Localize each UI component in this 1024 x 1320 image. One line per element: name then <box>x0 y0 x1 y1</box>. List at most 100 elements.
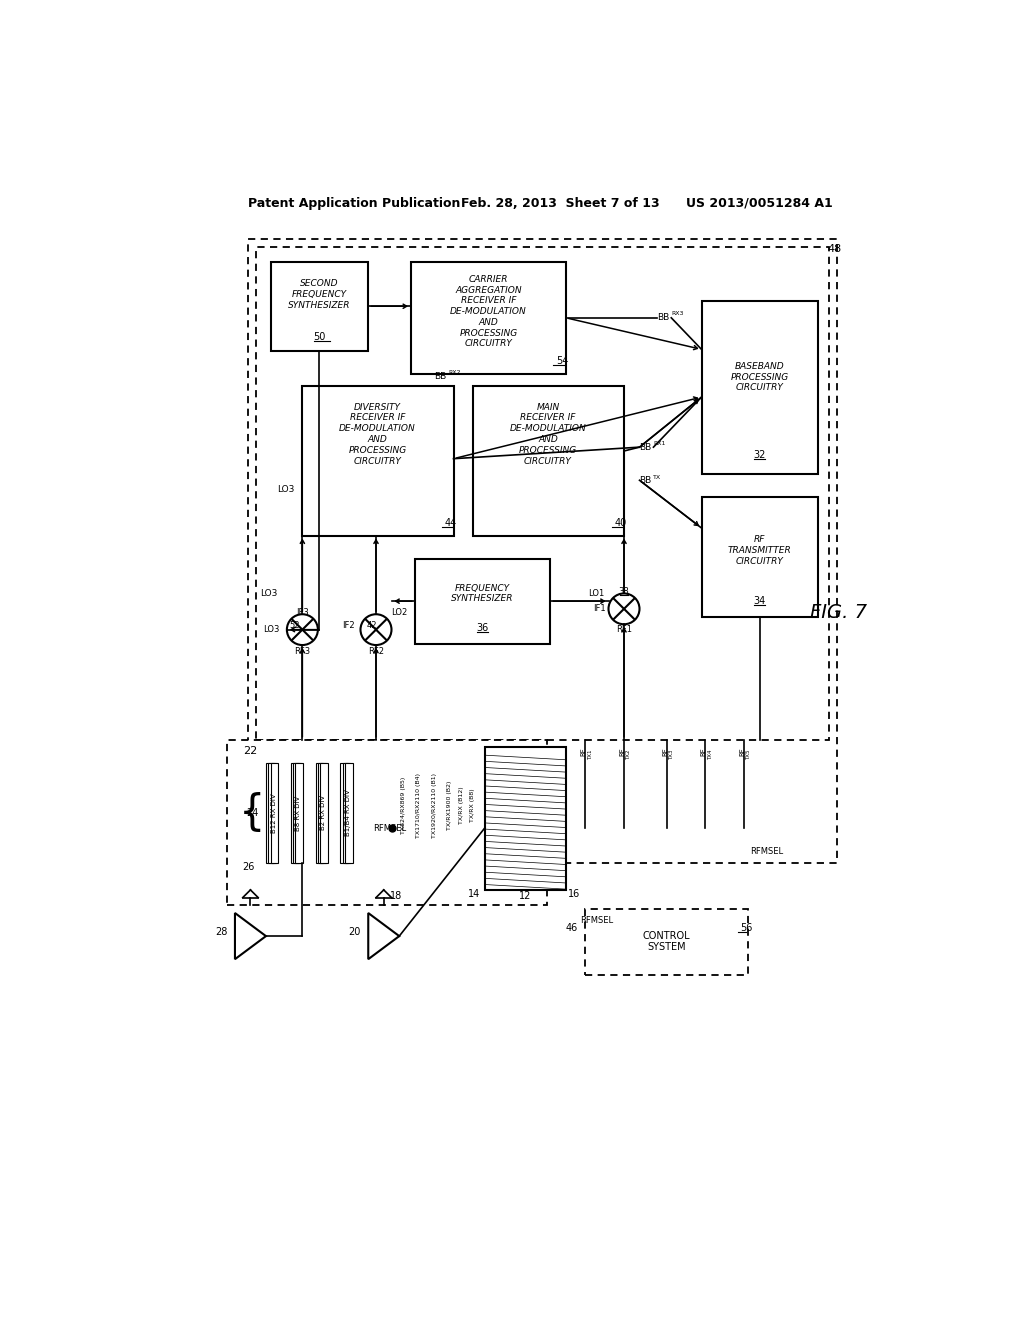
Bar <box>248 239 838 863</box>
Text: US 2013/0051284 A1: US 2013/0051284 A1 <box>686 197 833 210</box>
Text: FIG. 7: FIG. 7 <box>810 603 867 622</box>
Bar <box>266 763 273 863</box>
Text: TX5: TX5 <box>746 750 752 760</box>
Text: BB: BB <box>640 442 651 451</box>
Text: RF: RF <box>581 747 587 755</box>
Text: AND: AND <box>478 318 499 327</box>
Text: 48: 48 <box>827 244 842 255</box>
Text: BASEBAND: BASEBAND <box>735 362 784 371</box>
Text: TX1: TX1 <box>588 750 593 760</box>
Bar <box>343 763 350 863</box>
Text: RECEIVER IF: RECEIVER IF <box>520 413 575 422</box>
Bar <box>293 763 301 863</box>
Text: TX4: TX4 <box>708 750 713 760</box>
Text: RF3: RF3 <box>294 647 310 656</box>
Text: BB: BB <box>434 372 446 380</box>
Text: 56: 56 <box>740 924 753 933</box>
Text: RF2: RF2 <box>368 647 384 656</box>
Text: IF3: IF3 <box>296 609 309 618</box>
Text: CARRIER: CARRIER <box>469 275 508 284</box>
Text: TX/RX (B12): TX/RX (B12) <box>459 787 464 824</box>
Text: TX3: TX3 <box>669 750 674 760</box>
Text: 34: 34 <box>754 597 766 606</box>
Text: AND: AND <box>368 436 387 444</box>
Text: LO1: LO1 <box>589 589 604 598</box>
Text: 28: 28 <box>215 927 227 937</box>
Text: AGGREGATION: AGGREGATION <box>455 285 521 294</box>
Text: RX2: RX2 <box>449 370 461 375</box>
Text: SYNTHESIZER: SYNTHESIZER <box>288 301 350 310</box>
Text: 14: 14 <box>468 888 480 899</box>
Bar <box>484 747 566 890</box>
Text: MAIN: MAIN <box>537 403 560 412</box>
Text: 26: 26 <box>243 862 255 871</box>
Text: 42: 42 <box>367 622 377 630</box>
Text: TX1710/RX2110 (B4): TX1710/RX2110 (B4) <box>416 772 421 838</box>
Text: B2 RX DIV: B2 RX DIV <box>321 796 327 830</box>
Bar <box>586 909 748 974</box>
Text: TX2: TX2 <box>627 750 632 760</box>
Bar <box>256 247 829 739</box>
Text: PROCESSING: PROCESSING <box>519 446 578 454</box>
Text: Feb. 28, 2013  Sheet 7 of 13: Feb. 28, 2013 Sheet 7 of 13 <box>461 197 659 210</box>
Bar <box>291 763 299 863</box>
Text: CIRCUITRY: CIRCUITRY <box>524 457 572 466</box>
Bar <box>270 763 279 863</box>
Text: 36: 36 <box>476 623 488 634</box>
Text: B12 RX DIV: B12 RX DIV <box>270 793 276 833</box>
Text: CIRCUITRY: CIRCUITRY <box>353 457 401 466</box>
Text: LO3: LO3 <box>278 484 295 494</box>
Text: BB: BB <box>657 313 670 322</box>
Text: RF: RF <box>663 747 668 755</box>
Text: CIRCUITRY: CIRCUITRY <box>735 557 783 565</box>
Text: 18: 18 <box>390 891 402 902</box>
Bar <box>701 498 818 616</box>
Bar <box>321 763 328 863</box>
Text: Patent Application Publication: Patent Application Publication <box>248 197 461 210</box>
Text: FREQUENCY: FREQUENCY <box>292 290 347 300</box>
Text: 32: 32 <box>754 450 766 459</box>
Text: AND: AND <box>539 436 558 444</box>
Text: 12: 12 <box>518 891 531 902</box>
Text: B1/B4 RX DIV: B1/B4 RX DIV <box>345 789 351 837</box>
Bar <box>345 763 352 863</box>
Text: RFMSEL: RFMSEL <box>580 916 613 925</box>
Text: 22: 22 <box>244 746 258 756</box>
Text: 16: 16 <box>568 888 581 899</box>
Text: RX3: RX3 <box>672 312 684 317</box>
Text: LO3: LO3 <box>263 626 280 634</box>
Text: DIVERSITY: DIVERSITY <box>354 403 401 412</box>
Text: PROCESSING: PROCESSING <box>730 372 788 381</box>
Text: SYSTEM: SYSTEM <box>647 942 686 952</box>
Text: PROCESSING: PROCESSING <box>459 329 517 338</box>
Text: DE-MODULATION: DE-MODULATION <box>450 308 526 315</box>
Text: CONTROL: CONTROL <box>643 931 690 941</box>
Text: 54: 54 <box>557 356 569 366</box>
Text: SYNTHESIZER: SYNTHESIZER <box>451 594 513 603</box>
Text: FREQUENCY: FREQUENCY <box>455 583 510 593</box>
Text: LO3: LO3 <box>260 589 278 598</box>
Bar <box>415 558 550 644</box>
Text: TRANSMITTER: TRANSMITTER <box>728 546 792 554</box>
Text: PROCESSING: PROCESSING <box>348 446 407 454</box>
Text: RFMSEL: RFMSEL <box>751 847 783 855</box>
Text: 46: 46 <box>565 924 578 933</box>
Text: RF: RF <box>700 747 707 755</box>
Text: IF1: IF1 <box>594 605 606 614</box>
Bar <box>317 763 326 863</box>
Bar <box>271 263 369 351</box>
Bar <box>295 763 303 863</box>
Bar <box>340 763 348 863</box>
Text: SECOND: SECOND <box>300 280 339 288</box>
Text: B8 RX DIV: B8 RX DIV <box>296 795 301 830</box>
Bar <box>227 739 547 906</box>
Text: 24: 24 <box>246 808 258 818</box>
Text: RECEIVER IF: RECEIVER IF <box>461 297 516 305</box>
Text: 52: 52 <box>289 622 300 630</box>
Text: IF2: IF2 <box>342 622 355 630</box>
Text: RF: RF <box>739 747 745 755</box>
Text: DE-MODULATION: DE-MODULATION <box>510 424 587 433</box>
Text: TX824/RX869 (B5): TX824/RX869 (B5) <box>400 776 406 834</box>
Text: TX: TX <box>653 475 662 479</box>
Text: BB: BB <box>640 475 651 484</box>
